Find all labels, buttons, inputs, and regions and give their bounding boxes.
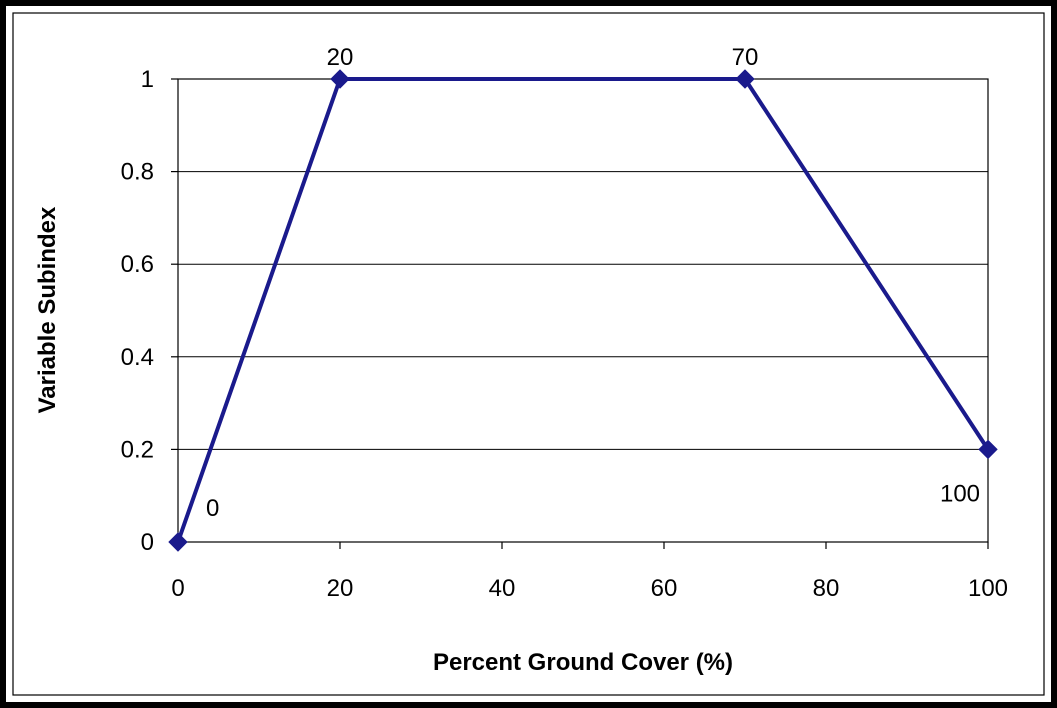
x-axis-ticks: 0 20 40 60 80 100 — [171, 542, 1008, 602]
data-point-marker — [330, 69, 350, 89]
x-axis-title: Percent Ground Cover (%) — [433, 649, 733, 676]
markers-group — [168, 69, 998, 552]
data-point-label: 100 — [940, 480, 980, 507]
x-tick-label: 20 — [327, 575, 354, 602]
y-tick-label: 1 — [141, 66, 154, 93]
point-labels-group: 0 20 70 100 — [206, 44, 980, 522]
y-tick-label: 0.2 — [121, 436, 154, 463]
data-point-label: 70 — [732, 44, 759, 71]
x-tick-label: 0 — [171, 575, 184, 602]
y-tick-label: 0.4 — [121, 344, 154, 371]
data-point-label: 20 — [327, 44, 354, 71]
data-point-marker — [735, 69, 755, 89]
y-tick-label: 0 — [141, 529, 154, 556]
data-point-label: 0 — [206, 495, 219, 522]
gridlines — [178, 171, 988, 450]
x-tick-label: 80 — [813, 575, 840, 602]
x-tick-label: 60 — [651, 575, 678, 602]
x-tick-label: 40 — [489, 575, 516, 602]
series-line-group — [176, 77, 990, 543]
y-axis-title: Variable Subindex — [34, 206, 61, 413]
inner-border — [12, 12, 1045, 696]
data-point-marker — [978, 439, 998, 460]
x-tick-label: 100 — [968, 575, 1008, 602]
plot-area — [177, 78, 989, 543]
data-point-marker — [168, 532, 188, 552]
y-tick-label: 0.8 — [121, 159, 154, 186]
y-tick-label: 0.6 — [121, 251, 154, 278]
series-line — [176, 77, 990, 543]
y-axis-ticks: 0 0.2 0.4 0.6 0.8 1 — [121, 66, 178, 556]
